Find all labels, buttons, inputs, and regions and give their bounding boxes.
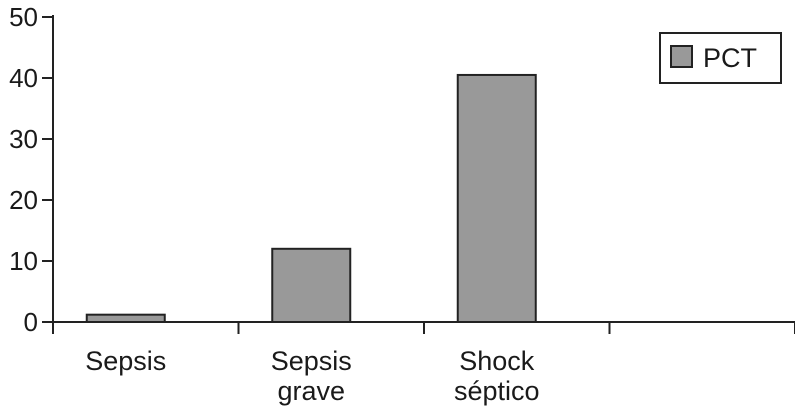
bar-0-2	[456, 73, 537, 323]
x-category-label: séptico	[454, 376, 540, 406]
legend-label-pct: PCT	[703, 43, 757, 73]
legend-swatch-pct	[670, 45, 693, 68]
x-category-label: Shock	[459, 346, 535, 376]
legend: PCT	[659, 32, 782, 84]
x-category-label: Sepsis	[271, 346, 352, 376]
y-tick-label: 0	[24, 307, 38, 337]
y-tick-label: 50	[9, 2, 38, 32]
bars	[85, 73, 537, 323]
bar-0-1	[271, 247, 352, 323]
legend-frame	[659, 32, 782, 84]
bar-0-0	[85, 313, 166, 323]
x-category-label: Sepsis	[85, 346, 166, 376]
y-tick-label: 20	[9, 185, 38, 215]
y-tick-label: 40	[9, 63, 38, 93]
y-tick-label: 30	[9, 124, 38, 154]
axes	[42, 15, 795, 334]
y-tick-label: 10	[9, 246, 38, 276]
x-category-label: grave	[277, 376, 345, 406]
